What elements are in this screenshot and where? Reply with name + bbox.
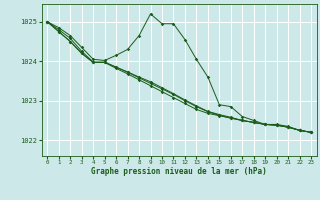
X-axis label: Graphe pression niveau de la mer (hPa): Graphe pression niveau de la mer (hPa) bbox=[91, 167, 267, 176]
